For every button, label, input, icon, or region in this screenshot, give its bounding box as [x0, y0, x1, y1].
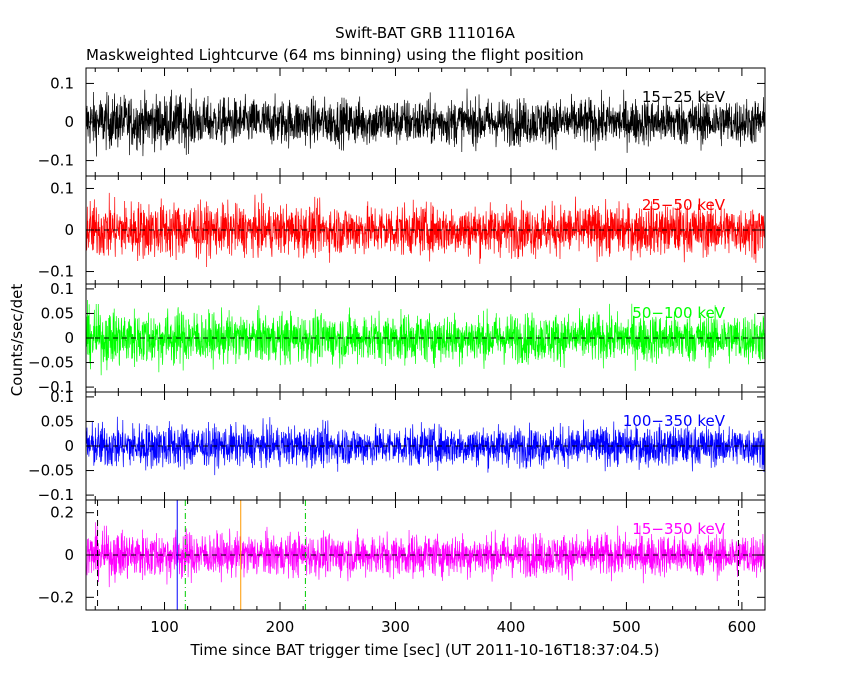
y-tick-label: −0.1: [38, 152, 74, 170]
y-tick-label: 0: [64, 221, 74, 239]
lightcurve-series: [86, 300, 765, 376]
lightcurve-series: [86, 88, 765, 157]
y-tick-label: 0: [64, 546, 74, 564]
band-label: 50−100 keV: [632, 304, 725, 322]
x-tick-label: 500: [612, 618, 641, 636]
x-tick-label: 600: [728, 618, 757, 636]
panel-50-100-kev: 50−100 keV 0.1 0.05 0 −0.05 −0.1: [28, 280, 766, 396]
y-tick-label: −0.05: [28, 462, 74, 480]
chart-title: Swift-BAT GRB 111016A: [335, 24, 515, 42]
panel-15-350-kev: 15−350 keV 0.2 0 −0.2: [38, 499, 766, 611]
lightcurve-series: [86, 416, 765, 476]
chart-subtitle: Maskweighted Lightcurve (64 ms binning) …: [86, 46, 584, 64]
x-tick-label: 300: [381, 618, 410, 636]
lightcurve-series: [86, 522, 765, 588]
y-tick-label: 0: [64, 113, 74, 131]
y-tick-label: −0.05: [28, 354, 74, 372]
x-axis-label: Time since BAT trigger time [sec] (UT 20…: [190, 641, 660, 659]
panel-100-350-kev: 100−350 keV 0.1 0.05 0 −0.05 −0.1: [28, 388, 766, 504]
y-tick-label: −0.1: [38, 263, 74, 281]
panel-25-50-kev: 25−50 keV 0.1 0 −0.1: [38, 175, 766, 285]
panel-15-25-kev: 15−25 keV 0.1 0 −0.1: [38, 67, 766, 177]
y-tick-label: 0.1: [50, 74, 74, 92]
y-tick-label: 0.05: [41, 412, 74, 430]
y-tick-label: 0.1: [50, 179, 74, 197]
y-axis-label: Counts/sec/det: [8, 284, 26, 397]
y-tick-label: 0: [64, 437, 74, 455]
y-tick-label: 0.1: [50, 280, 74, 298]
y-tick-label: 0: [64, 329, 74, 347]
lightcurve-series: [86, 192, 765, 268]
band-label: 100−350 keV: [623, 412, 726, 430]
x-tick-label: 400: [497, 618, 526, 636]
y-tick-label: −0.1: [38, 486, 74, 504]
y-tick-label: −0.2: [38, 588, 74, 606]
x-tick-label: 200: [266, 618, 295, 636]
y-tick-label: 0.2: [50, 504, 74, 522]
band-label: 15−350 keV: [632, 520, 725, 538]
x-tick-label: 100: [150, 618, 179, 636]
y-tick-label: 0.05: [41, 304, 74, 322]
y-tick-label: 0.1: [50, 388, 74, 406]
band-label: 15−25 keV: [642, 88, 726, 106]
band-label: 25−50 keV: [642, 196, 726, 214]
y-tick-label: −0.1: [38, 378, 74, 396]
